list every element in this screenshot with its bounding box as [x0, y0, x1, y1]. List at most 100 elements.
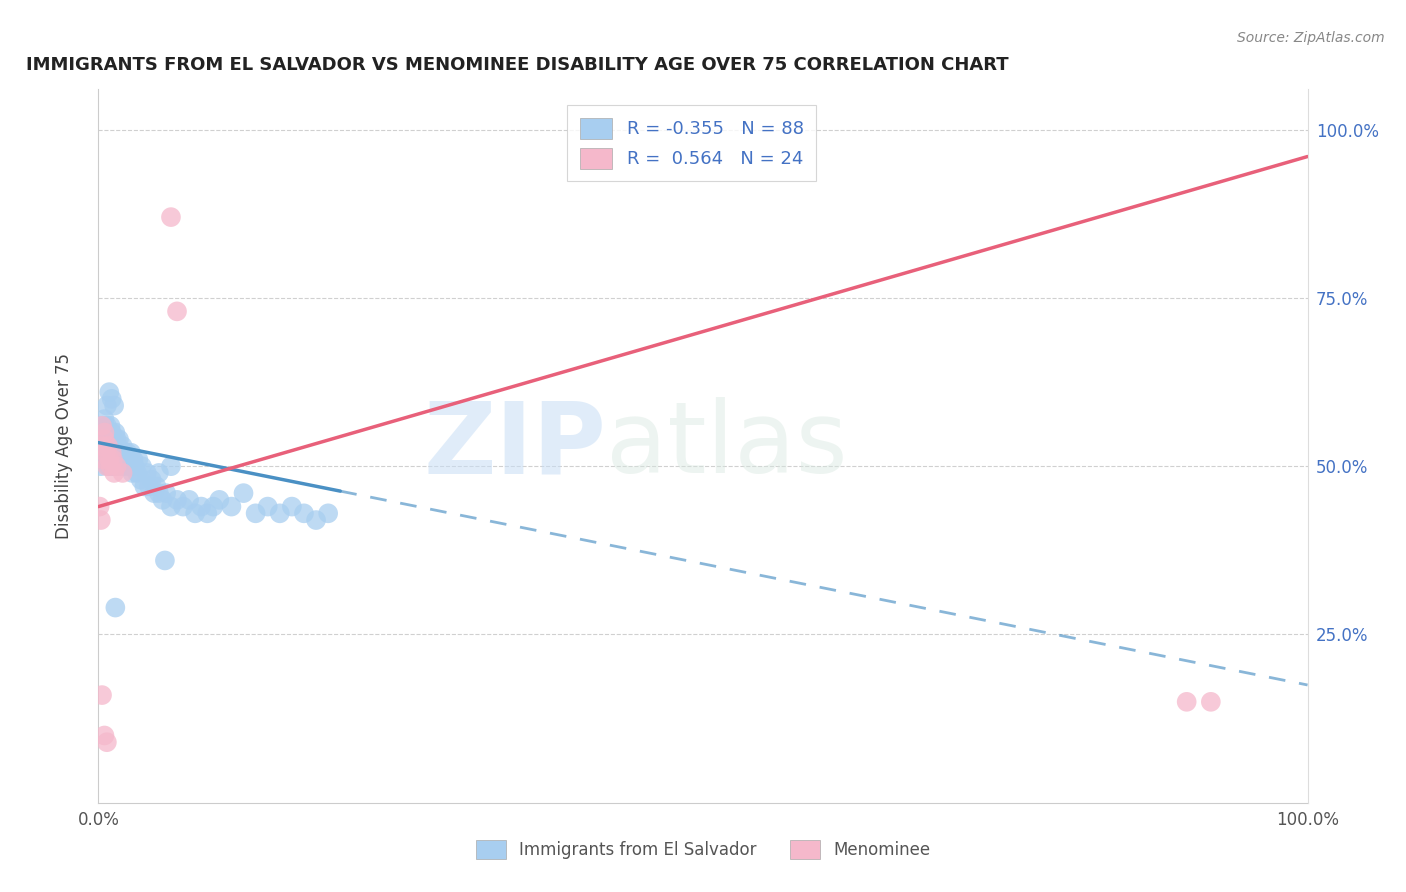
Text: atlas: atlas [606, 398, 848, 494]
Point [96, 459, 118, 474]
Point [97, 439, 120, 453]
Point [127, 466, 149, 480]
Point [1175, 695, 1198, 709]
Point [190, 500, 212, 514]
Point [208, 492, 231, 507]
Point [232, 486, 254, 500]
Point [103, 439, 125, 453]
Point [93, 425, 115, 440]
Point [115, 459, 138, 474]
Point [195, 506, 218, 520]
Point [153, 553, 176, 567]
Point [96, 399, 118, 413]
Point [93, 432, 115, 446]
Point [122, 452, 145, 467]
Point [135, 466, 157, 480]
Point [100, 446, 122, 460]
Point [129, 473, 152, 487]
Point [166, 304, 188, 318]
Point [111, 466, 134, 480]
Point [105, 432, 128, 446]
Point [160, 459, 183, 474]
Point [90, 459, 112, 474]
Point [91, 452, 114, 467]
Point [160, 500, 183, 514]
Point [305, 513, 328, 527]
Point [245, 506, 267, 520]
Point [97, 425, 120, 440]
Point [143, 486, 166, 500]
Y-axis label: Disability Age Over 75: Disability Age Over 75 [55, 353, 73, 539]
Point [316, 506, 339, 520]
Point [269, 506, 291, 520]
Point [104, 600, 127, 615]
Point [98, 432, 121, 446]
Point [100, 392, 122, 406]
Point [131, 459, 153, 474]
Point [118, 452, 141, 467]
Point [148, 466, 170, 480]
Point [117, 446, 139, 460]
Point [141, 473, 163, 487]
Legend: Immigrants from El Salvador, Menominee: Immigrants from El Salvador, Menominee [470, 833, 936, 866]
Point [152, 492, 174, 507]
Point [93, 729, 115, 743]
Point [94, 432, 117, 446]
Point [160, 210, 183, 224]
Point [93, 412, 115, 426]
Point [91, 425, 114, 440]
Point [120, 446, 142, 460]
Point [107, 439, 129, 453]
Point [111, 452, 134, 467]
Point [184, 506, 207, 520]
Point [112, 446, 135, 460]
Point [148, 486, 170, 500]
Point [100, 418, 122, 433]
Point [127, 452, 149, 467]
Point [98, 385, 121, 400]
Point [202, 500, 225, 514]
Point [90, 432, 112, 446]
Point [101, 452, 124, 467]
Point [91, 418, 114, 433]
Text: Source: ZipAtlas.com: Source: ZipAtlas.com [1237, 31, 1385, 45]
Point [96, 418, 118, 433]
Point [91, 452, 114, 467]
Point [105, 459, 128, 474]
Point [281, 500, 304, 514]
Point [110, 459, 132, 474]
Point [97, 459, 120, 474]
Point [100, 425, 122, 440]
Point [134, 479, 156, 493]
Point [138, 479, 160, 493]
Point [98, 452, 121, 467]
Point [179, 492, 201, 507]
Point [292, 506, 315, 520]
Point [91, 439, 114, 453]
Point [104, 446, 127, 460]
Point [124, 459, 146, 474]
Text: ZIP: ZIP [423, 398, 606, 494]
Text: IMMIGRANTS FROM EL SALVADOR VS MENOMINEE DISABILITY AGE OVER 75 CORRELATION CHAR: IMMIGRANTS FROM EL SALVADOR VS MENOMINEE… [25, 56, 1008, 74]
Point [90, 513, 112, 527]
Point [221, 500, 243, 514]
Point [111, 439, 134, 453]
Point [172, 500, 194, 514]
Point [96, 446, 118, 460]
Point [155, 486, 177, 500]
Point [89, 446, 111, 460]
Point [94, 446, 117, 460]
Point [96, 735, 118, 749]
Point [114, 452, 136, 467]
Point [118, 459, 141, 474]
Point [100, 459, 122, 474]
Point [91, 452, 114, 467]
Point [256, 500, 278, 514]
Point [103, 466, 125, 480]
Point [105, 452, 128, 467]
Point [107, 459, 129, 474]
Point [100, 446, 122, 460]
Point [108, 432, 131, 446]
Point [166, 492, 188, 507]
Point [104, 425, 127, 440]
